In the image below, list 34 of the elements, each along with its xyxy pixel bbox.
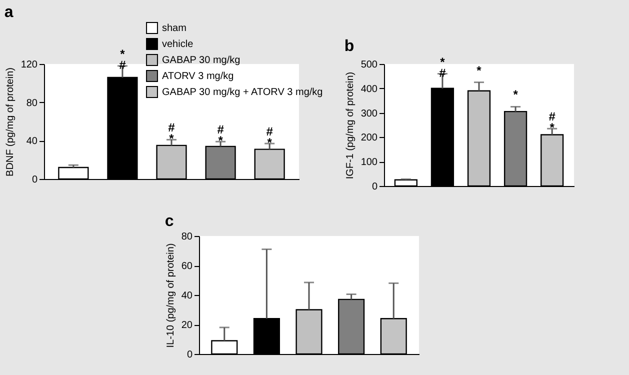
legend-label: GABAP 30 mg/kg + ATORV 3 mg/kg xyxy=(162,87,323,98)
chart-title: b xyxy=(344,38,354,55)
y-tick-label: 0 xyxy=(32,174,38,186)
y-tick-label: 60 xyxy=(181,261,193,272)
y-tick-label: 40 xyxy=(181,290,193,302)
y-tick-label: 100 xyxy=(360,157,378,168)
y-axis-title: BDNF (pg/mg of protein) xyxy=(4,68,16,176)
y-tick-label: 400 xyxy=(360,84,378,95)
y-tick-label: 300 xyxy=(360,108,378,120)
y-axis-title: IL-10 (pg/mg of protein) xyxy=(165,243,176,348)
legend-label: ATORV 3 mg/kg xyxy=(162,71,234,82)
y-tick-label: 40 xyxy=(26,136,38,148)
legend-label: GABAP 30 mg/kg xyxy=(162,55,240,66)
data-label: * # xyxy=(119,46,126,72)
data-label: # * xyxy=(266,124,274,150)
data-label: * xyxy=(476,63,482,78)
data-label: # * xyxy=(168,120,176,146)
legend-label: vehicle xyxy=(162,39,194,50)
y-tick-label: 200 xyxy=(360,132,378,144)
chart-title: a xyxy=(4,4,14,21)
y-axis-title: IGF-1 (pg/mg of protein) xyxy=(344,72,356,180)
data-label: # * xyxy=(548,110,556,135)
data-label: # * xyxy=(217,122,224,148)
data-label: * # xyxy=(439,54,446,80)
data-label: * xyxy=(513,88,518,102)
legend-label: sham xyxy=(162,23,186,34)
y-tick-label: 80 xyxy=(181,232,193,242)
y-tick-label: 500 xyxy=(360,60,378,70)
y-tick-label: 120 xyxy=(20,60,38,70)
y-tick-label: 0 xyxy=(186,350,193,360)
y-tick-label: 0 xyxy=(372,182,378,192)
chart-title: c xyxy=(164,213,174,230)
y-tick-label: 80 xyxy=(26,98,38,109)
y-tick-label: 20 xyxy=(181,320,193,331)
